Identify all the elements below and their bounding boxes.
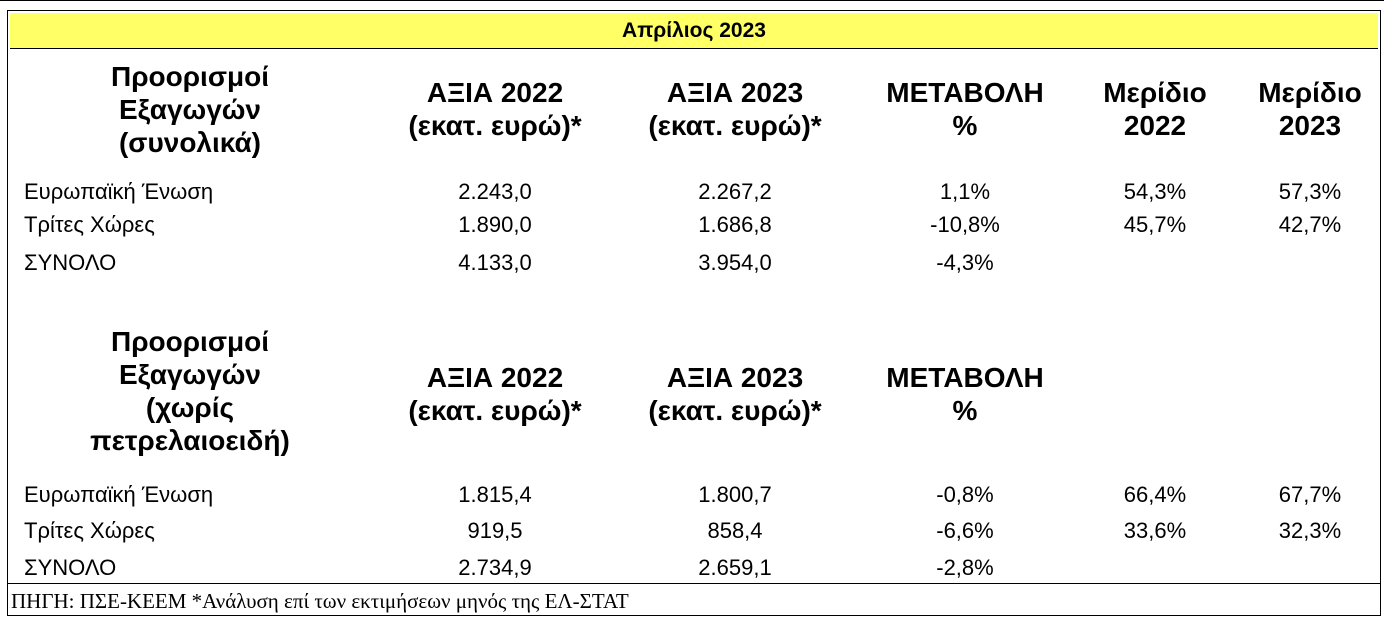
cell-change: -2,8% bbox=[936, 555, 994, 580]
t1-header-change: ΜΕΤΑΒΟΛΗ % bbox=[886, 77, 1044, 141]
t1-header-value-2023: ΑΞΙΑ 2023 (εκατ. ευρώ)* bbox=[648, 77, 822, 141]
t1-header-share-2022: Μερίδιο 2022 bbox=[1103, 77, 1207, 141]
t2-header-destinations: Προορισμοί Εξαγωγών (χωρίς πετρελαιοειδή… bbox=[90, 326, 290, 456]
cell-share-2022: 66,4% bbox=[1123, 482, 1187, 507]
cell-value-2023: 2.659,1 bbox=[698, 555, 772, 580]
top-rule bbox=[0, 0, 1384, 1]
cell-share-2022: 45,7% bbox=[1123, 212, 1187, 237]
cell-change: -10,8% bbox=[930, 212, 1000, 237]
cell-value-2022: 1.890,0 bbox=[458, 212, 532, 237]
title-banner: Απρίλιος 2023 bbox=[10, 13, 1378, 49]
cell-value-2022: 919,5 bbox=[467, 518, 523, 543]
cell-value-2022: 4.133,0 bbox=[458, 250, 532, 275]
cell-value-2022: 2.243,0 bbox=[458, 179, 532, 204]
cell-value-2023: 858,4 bbox=[707, 518, 763, 543]
row-label: Τρίτες Χώρες bbox=[24, 518, 155, 543]
cell-share-2023: 67,7% bbox=[1278, 482, 1342, 507]
cell-value-2023: 2.267,2 bbox=[698, 179, 772, 204]
cell-value-2023: 1.800,7 bbox=[698, 482, 772, 507]
source-note: ΠΗΓΗ: ΠΣΕ-ΚΕΕΜ *Ανάλυση επί των εκτιμήσε… bbox=[11, 589, 629, 613]
cell-change: -4,3% bbox=[936, 250, 994, 275]
cell-value-2023: 3.954,0 bbox=[698, 250, 772, 275]
cell-share-2022: 33,6% bbox=[1123, 518, 1187, 543]
table-frame bbox=[7, 10, 1381, 616]
cell-value-2022: 1.815,4 bbox=[458, 482, 532, 507]
t2-header-change: ΜΕΤΑΒΟΛΗ % bbox=[886, 362, 1044, 426]
cell-share-2023: 42,7% bbox=[1278, 212, 1342, 237]
cell-share-2022: 54,3% bbox=[1123, 179, 1187, 204]
t1-header-share-2023: Μερίδιο 2023 bbox=[1258, 77, 1362, 141]
cell-share-2023: 32,3% bbox=[1278, 518, 1342, 543]
row-label: Τρίτες Χώρες bbox=[24, 212, 155, 237]
t2-header-value-2023: ΑΞΙΑ 2023 (εκατ. ευρώ)* bbox=[648, 362, 822, 426]
row-label: Ευρωπαϊκή Ένωση bbox=[24, 179, 214, 204]
footer-divider bbox=[7, 583, 1381, 584]
cell-share-2023: 57,3% bbox=[1278, 179, 1342, 204]
row-label: Ευρωπαϊκή Ένωση bbox=[24, 482, 214, 507]
cell-change: 1,1% bbox=[939, 179, 991, 204]
cell-value-2023: 1.686,8 bbox=[698, 212, 772, 237]
t1-header-value-2022: ΑΞΙΑ 2022 (εκατ. ευρώ)* bbox=[408, 77, 582, 141]
t2-header-value-2022: ΑΞΙΑ 2022 (εκατ. ευρώ)* bbox=[408, 362, 582, 426]
cell-change: -0,8% bbox=[936, 482, 994, 507]
row-label: ΣΥΝΟΛΟ bbox=[24, 555, 117, 580]
cell-change: -6,6% bbox=[936, 518, 994, 543]
t1-header-destinations: Προορισμοί Εξαγωγών (συνολικά) bbox=[110, 61, 270, 158]
row-label: ΣΥΝΟΛΟ bbox=[24, 250, 117, 275]
cell-value-2022: 2.734,9 bbox=[458, 555, 532, 580]
